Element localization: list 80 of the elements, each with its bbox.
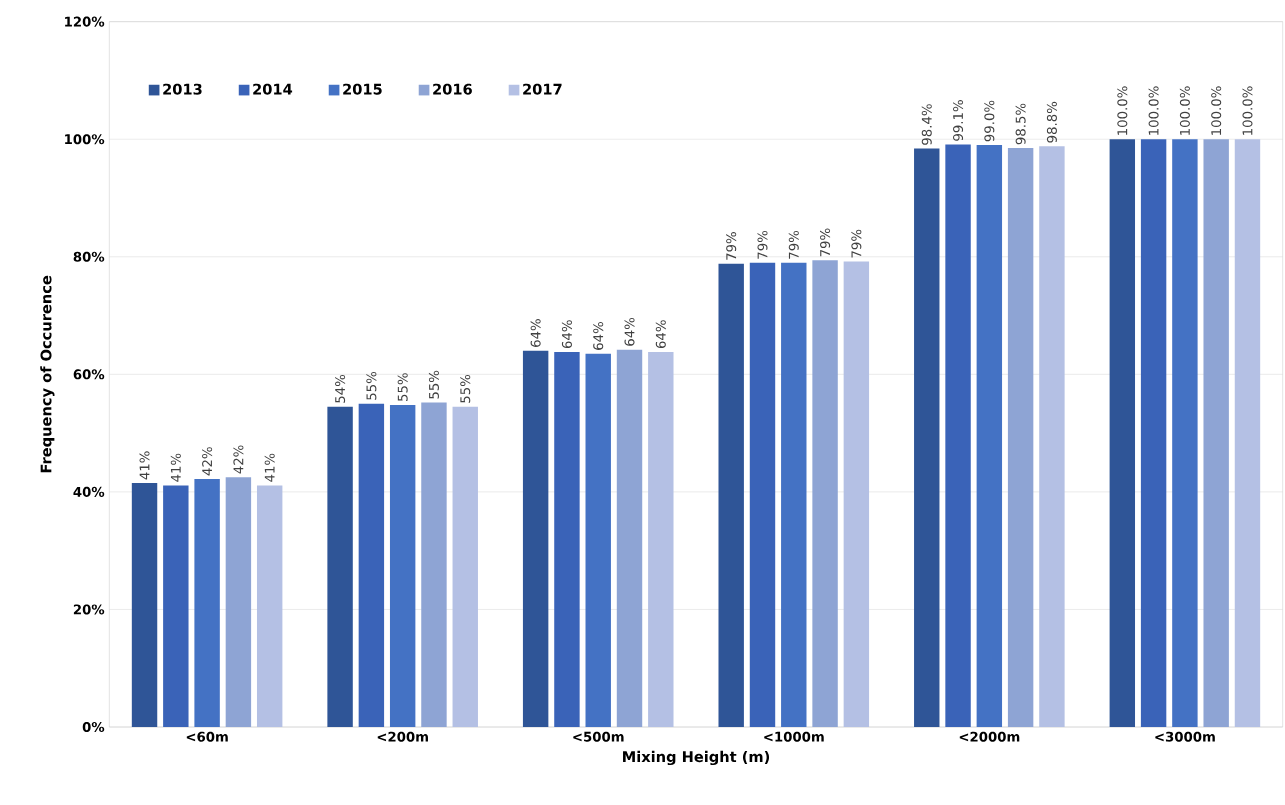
x-tick-label: <2000m (959, 731, 1020, 742)
bar (1007, 148, 1034, 727)
y-tick-label: 0% (82, 721, 105, 733)
bar (843, 261, 870, 727)
bar (945, 144, 971, 727)
data-label: 55% (397, 373, 408, 401)
x-tick-label: <60m (186, 731, 228, 742)
bar (256, 485, 283, 727)
bar (976, 145, 1003, 727)
y-axis-title: Frequency of Occurence (40, 275, 55, 473)
bar (585, 353, 611, 727)
bar (781, 262, 807, 727)
bar (1039, 146, 1065, 727)
y-tick-label: 20% (73, 604, 105, 615)
data-label: 79% (726, 232, 737, 260)
legend-label: 2015 (343, 83, 382, 95)
bar (914, 148, 940, 727)
data-label: 55% (460, 374, 471, 403)
legend-label: 2016 (433, 83, 472, 95)
data-label: 100.0% (1117, 86, 1128, 135)
data-label: 41% (170, 453, 181, 482)
x-tick-label: <1000m (764, 731, 824, 742)
data-label: 64% (593, 322, 604, 350)
x-tick-label: <500m (573, 731, 624, 742)
data-label: 79% (757, 230, 768, 259)
data-label: 64% (655, 320, 666, 349)
data-label: 41% (264, 453, 275, 482)
legend-label: 2017 (523, 83, 562, 95)
y-tick-label: 120% (65, 16, 105, 27)
y-tick-label: 80% (73, 251, 105, 262)
data-label: 100.0% (1242, 86, 1253, 135)
data-label: 100.0% (1211, 86, 1222, 135)
data-label: 79% (820, 228, 831, 257)
bar (1172, 139, 1198, 727)
data-label: 41% (139, 451, 150, 480)
bar (389, 404, 416, 727)
data-label: 42% (233, 445, 244, 474)
bar (749, 262, 776, 727)
data-label: 99.0% (984, 100, 995, 142)
data-label: 100.0% (1148, 86, 1159, 135)
data-label: 79% (788, 230, 799, 259)
bar (1234, 139, 1261, 727)
data-label: 99.1% (953, 100, 964, 141)
bar (616, 349, 643, 727)
bar (421, 402, 447, 727)
bar (358, 403, 385, 727)
data-label: 42% (202, 447, 213, 476)
bar (812, 260, 838, 727)
bar (131, 483, 158, 727)
data-label: 64% (530, 319, 541, 347)
data-label: 64% (624, 317, 635, 346)
x-axis-title: Mixing Height (m) (623, 750, 770, 766)
bar (648, 351, 674, 727)
bar (194, 478, 220, 727)
x-tick-label: <200m (377, 731, 428, 742)
bar (1203, 139, 1229, 727)
bar (718, 263, 744, 727)
bar (452, 406, 478, 727)
bar (522, 350, 549, 727)
bar (554, 351, 580, 727)
legend-label: 2013 (163, 83, 202, 95)
data-label: 98.5% (1015, 103, 1026, 145)
data-label: 98.8% (1046, 101, 1057, 143)
y-tick-label: 60% (73, 369, 105, 380)
y-tick-label: 100% (65, 134, 105, 145)
data-label: 55% (428, 370, 439, 399)
data-label: 55% (366, 371, 377, 400)
data-label: 64% (561, 320, 572, 349)
data-label: 98.4% (921, 104, 932, 145)
bar (163, 485, 189, 727)
data-label: 54% (335, 374, 346, 403)
data-label: 79% (851, 229, 862, 258)
legend-label: 2014 (253, 83, 293, 95)
y-tick-label: 40% (73, 486, 105, 497)
bar (225, 477, 252, 727)
bar (327, 406, 353, 727)
bar (1140, 139, 1167, 727)
bar (1109, 139, 1136, 727)
data-label: 100.0% (1179, 86, 1190, 135)
x-tick-label: <3000m (1155, 731, 1215, 742)
